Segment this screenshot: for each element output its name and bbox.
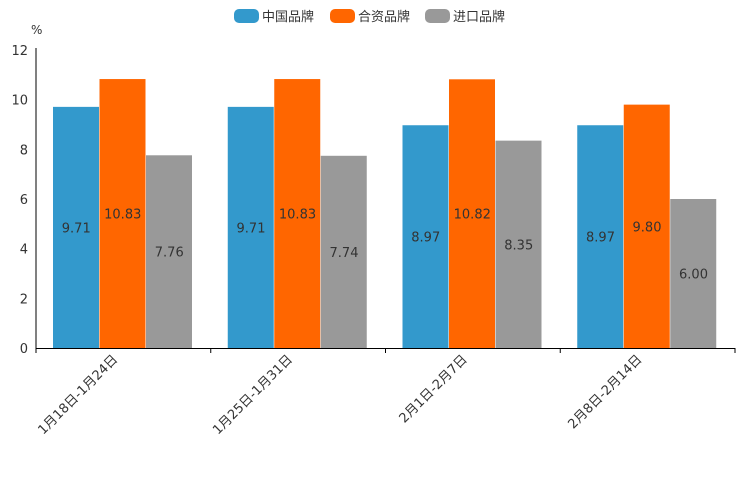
x-tick-label: 1月25日-1月31日	[210, 352, 296, 438]
bar-3-2	[320, 155, 367, 348]
bars	[53, 79, 717, 349]
legend: 中国品牌 合资品牌 进口品牌	[234, 9, 505, 25]
value-label-2-3: 10.82	[454, 208, 491, 223]
legend-swatch-2	[330, 9, 355, 23]
value-label-3-1: 7.76	[155, 246, 184, 261]
bar-3-3	[495, 140, 542, 348]
legend-label-2: 合资品牌	[358, 9, 410, 25]
y-tick-label: 4	[20, 243, 28, 258]
value-label-1-2: 9.71	[237, 221, 266, 236]
bar-2-3	[449, 79, 495, 348]
value-label-1-3: 8.97	[411, 231, 440, 246]
bar-3-4	[670, 199, 717, 348]
y-tick-label: 8	[20, 143, 28, 158]
bar-2-4	[623, 104, 670, 348]
y-tick-label: 12	[11, 44, 28, 59]
x-tick-label: 2月8日-2月14日	[566, 352, 646, 432]
legend-swatch-1	[234, 9, 259, 23]
bar-2-1	[99, 79, 146, 349]
bar-1-1	[53, 106, 99, 348]
value-label-2-2: 10.83	[279, 208, 316, 223]
value-label-1-1: 9.71	[62, 221, 91, 236]
bar-2-2	[274, 79, 321, 349]
bar-1-3	[402, 125, 449, 349]
y-axis-unit-label: %	[31, 23, 42, 37]
legend-label-3: 进口品牌	[453, 9, 505, 25]
bar-3-1	[146, 155, 192, 348]
y-tick-label: 6	[20, 193, 28, 208]
x-tick-label: 1月18日-1月24日	[35, 352, 121, 438]
legend-swatch-3	[425, 9, 450, 23]
y-tick-label: 10	[11, 94, 28, 109]
y-axis: 0 2 4 6 8 10 12	[11, 44, 37, 357]
legend-label-1: 中国品牌	[262, 9, 314, 25]
x-tick-label: 2月1日-2月7日	[397, 352, 471, 426]
value-labels: 9.71 10.83 7.76 9.71 10.83 7.74 8.97 10.82 8.35 8…	[62, 208, 708, 283]
y-tick-label: 0	[20, 342, 28, 357]
bar-1-2	[227, 106, 274, 348]
x-axis: 1月18日-1月24日 1月25日-1月31日 2月1日-2月7日 2月8日-2月14…	[35, 348, 736, 438]
bar-1-4	[577, 125, 624, 349]
value-label-1-4: 8.97	[586, 231, 615, 246]
value-label-3-2: 7.74	[330, 246, 359, 261]
y-tick-label: 2	[20, 292, 28, 307]
value-label-2-4: 9.80	[633, 220, 662, 235]
value-label-3-3: 8.35	[504, 238, 533, 253]
value-label-3-4: 6.00	[679, 268, 708, 283]
value-label-2-1: 10.83	[104, 208, 141, 223]
